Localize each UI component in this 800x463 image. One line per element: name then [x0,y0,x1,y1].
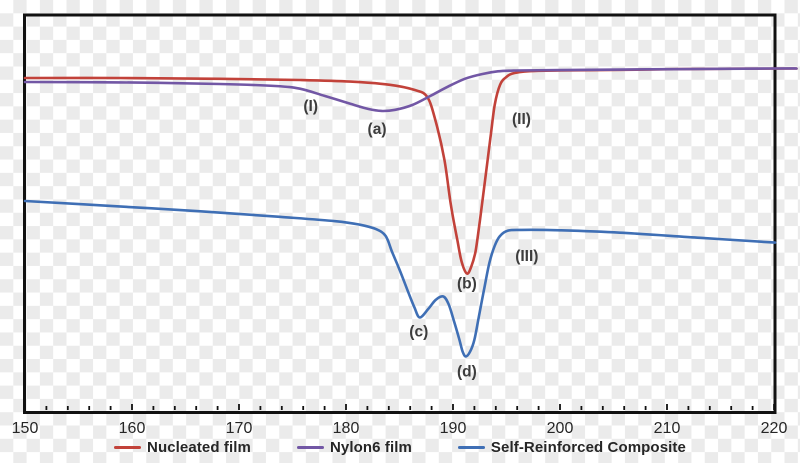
series-line-self-reinforced-composite [23,199,777,358]
legend-item-nucleated-film: Nucleated film [114,439,251,456]
x-tick-label-170: 170 [226,420,253,437]
annotation-iii: (III) [515,248,538,265]
legend-swatch-nucleated-film [114,445,142,450]
x-tick-label-150: 150 [12,420,39,437]
x-tick-label-200: 200 [547,420,574,437]
x-tick-label-160: 160 [119,420,146,437]
annotation-d: (d) [457,364,477,381]
legend-swatch-self-reinforced-composite [457,445,485,450]
legend-item-self-reinforced-composite: Self-Reinforced Composite [457,439,686,456]
annotation-i: (I) [303,98,318,115]
series-line-nylon6-film [23,67,798,113]
chart-legend: Nucleated film Nylon6 film Self-Reinforc… [0,439,800,456]
legend-label-nucleated-film: Nucleated film [147,439,251,456]
legend-label-self-reinforced-composite: Self-Reinforced Composite [490,439,686,456]
legend-label-nylon6-film: Nylon6 film [329,439,412,456]
x-tick-label-220: 220 [761,420,788,437]
annotation-a: (a) [368,121,387,138]
series-line-nucleated-film [23,67,798,275]
legend-swatch-nylon6-film [296,445,324,450]
x-tick-label-210: 210 [654,420,681,437]
annotation-b: (b) [457,276,477,293]
legend-item-nylon6-film: Nylon6 film [296,439,412,456]
annotation-c: (c) [409,324,428,341]
annotation-ii: (II) [512,111,531,128]
x-tick-label-190: 190 [440,420,467,437]
plot-border [23,13,777,414]
x-tick-label-180: 180 [333,420,360,437]
